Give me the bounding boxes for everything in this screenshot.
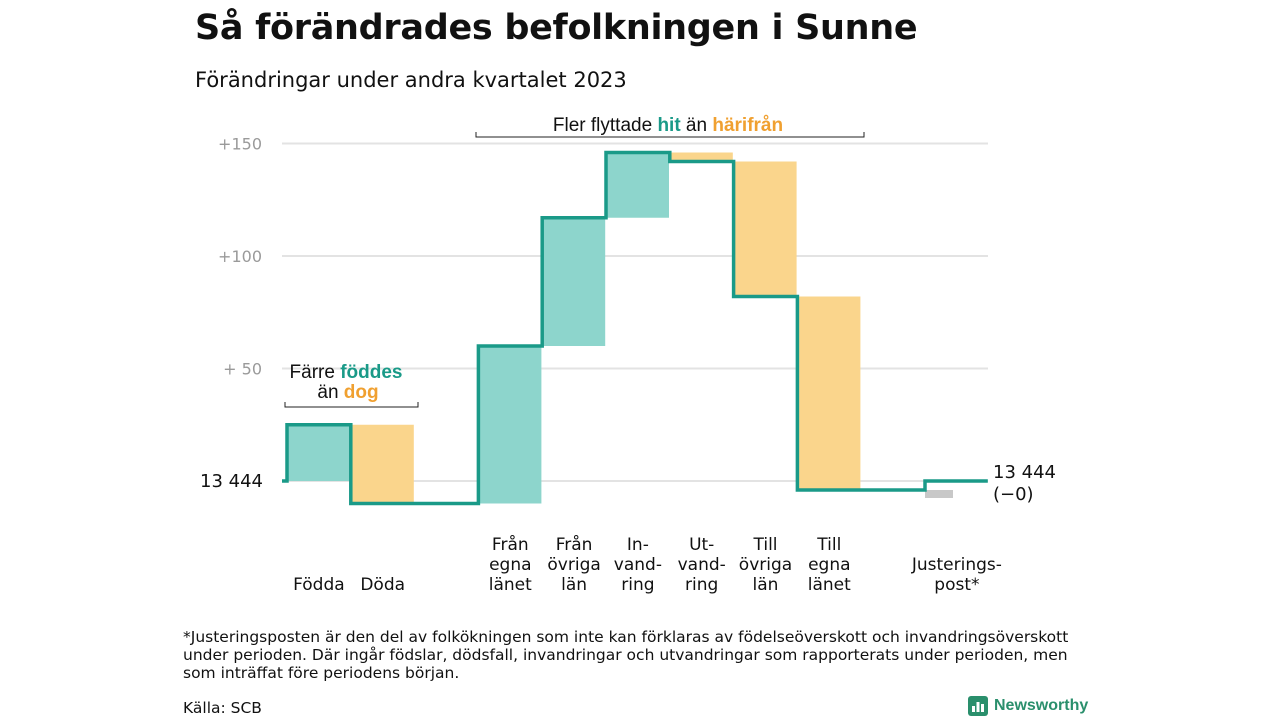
category-label: länet (489, 575, 532, 595)
svg-text:än dog: än dog (317, 382, 378, 403)
y-tick-label: +100 (218, 247, 262, 266)
category-label: egna (489, 555, 531, 575)
y-tick-label: + 50 (223, 360, 262, 379)
annotation-highlight-teal: föddes (340, 362, 402, 383)
bar-increase (287, 424, 350, 481)
bar-adjustment (925, 490, 953, 498)
source-note: Källa: SCB (183, 699, 262, 717)
bar-decrease (350, 424, 414, 504)
svg-text:Färre föddes: Färre föddes (290, 362, 403, 383)
annotation-text: Färre (290, 362, 341, 383)
chart-title: Så förändrades befolkningen i Sunne (195, 8, 918, 48)
end-change-label: (−0) (993, 484, 1034, 505)
annotation-text: Fler flyttade (553, 115, 658, 136)
bar-decrease (733, 161, 797, 297)
bar-decrease (669, 152, 733, 162)
annotation-text: än (681, 115, 713, 136)
footnote: *Justeringsposten är den del av folkökni… (183, 628, 1069, 682)
category-label: Från (556, 534, 593, 555)
category-label: In- (627, 535, 649, 555)
end-value-label: 13 444 (993, 462, 1056, 483)
births-deaths-annotation: Färre föddes än dog (284, 362, 419, 408)
category-label: egna (808, 555, 850, 575)
category-label: ring (621, 575, 654, 595)
category-label: Till (752, 535, 777, 555)
category-label: övriga (547, 555, 600, 575)
migration-annotation: Fler flyttade hit än härifrån (475, 115, 865, 138)
category-label: Ut- (689, 535, 714, 555)
category-label: post* (934, 575, 979, 595)
waterfall-chart: +150+100+ 50 Födda DödaFrånegnalänetFrånö… (200, 115, 1056, 595)
annotation-bracket (475, 132, 865, 138)
bar-increase (542, 217, 606, 346)
adjustment-marks (925, 490, 953, 498)
bar-increase (606, 152, 669, 218)
chart-subtitle: Förändringar under andra kvartalet 2023 (195, 68, 627, 92)
brand-name: Newsworthy (994, 697, 1089, 714)
category-label: övriga (739, 555, 792, 575)
category-label: län (561, 575, 587, 595)
step-line (282, 150, 988, 506)
baseline-label: 13 444 (200, 471, 263, 492)
category-label: Döda (360, 575, 405, 595)
bar-increase (478, 346, 542, 504)
category-label: Till (816, 535, 841, 555)
category-label: vand- (614, 555, 662, 575)
annotation-text: än (317, 382, 343, 403)
category-label: Födda (293, 575, 345, 595)
bars (287, 152, 861, 504)
category-label: ring (685, 575, 718, 595)
annotation-highlight-orange: härifrån (712, 115, 783, 136)
category-label: län (753, 575, 779, 595)
annotation-highlight-orange: dog (344, 382, 379, 403)
category-label: länet (808, 575, 851, 595)
brand-logo: Newsworthy (968, 696, 1088, 716)
category-label: Justerings- (911, 555, 1002, 575)
y-tick-label: +150 (218, 135, 262, 154)
category-labels: Födda DödaFrånegnalänetFrånövrigalänIn-va… (293, 534, 1002, 595)
category-label: vand- (678, 555, 726, 575)
bar-decrease (797, 296, 861, 490)
annotation-bracket (284, 402, 419, 408)
newsworthy-logo-icon (968, 696, 988, 716)
annotation-highlight-teal: hit (657, 115, 681, 136)
svg-text:Fler flyttade hit än härifrån: Fler flyttade hit än härifrån (553, 115, 783, 136)
category-label: Från (492, 534, 529, 555)
